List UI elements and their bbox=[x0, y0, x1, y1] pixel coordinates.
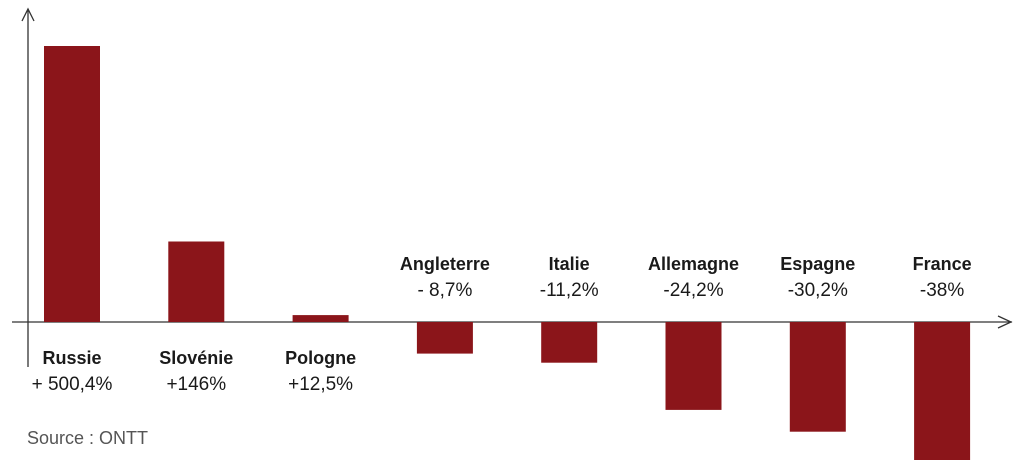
value-label-3: - 8,7% bbox=[417, 280, 472, 301]
bar-4 bbox=[541, 322, 598, 363]
bar-2 bbox=[292, 315, 349, 322]
value-label-5: -24,2% bbox=[663, 280, 723, 301]
category-label-0: Russie bbox=[42, 348, 101, 368]
category-label-3: Angleterre bbox=[400, 254, 490, 274]
axes bbox=[12, 7, 1013, 367]
category-label-5: Allemagne bbox=[648, 254, 739, 274]
value-label-0: + 500,4% bbox=[32, 374, 113, 395]
bar-0 bbox=[44, 46, 100, 322]
labels: Russie + 500,4% Slovénie +146% Pologne +12,5%… bbox=[32, 254, 972, 395]
source-note: Source : ONTT bbox=[27, 428, 149, 448]
category-label-7: France bbox=[913, 254, 972, 274]
bar-5 bbox=[665, 322, 722, 410]
bars bbox=[44, 46, 971, 460]
bar-1 bbox=[168, 241, 225, 322]
category-label-4: Italie bbox=[549, 254, 590, 274]
category-label-2: Pologne bbox=[285, 348, 356, 368]
x-axis-arrow bbox=[997, 315, 1013, 329]
category-label-1: Slovénie bbox=[159, 348, 233, 368]
value-label-1: +146% bbox=[166, 374, 226, 395]
bar-6 bbox=[789, 322, 846, 432]
bar-3 bbox=[416, 322, 473, 354]
value-label-2: +12,5% bbox=[288, 374, 353, 395]
category-label-6: Espagne bbox=[780, 254, 855, 274]
value-label-4: -11,2% bbox=[540, 280, 599, 301]
y-axis-arrow bbox=[21, 7, 35, 22]
value-label-6: -30,2% bbox=[788, 280, 848, 301]
bar-7 bbox=[914, 322, 971, 460]
value-label-7: -38% bbox=[920, 280, 964, 301]
